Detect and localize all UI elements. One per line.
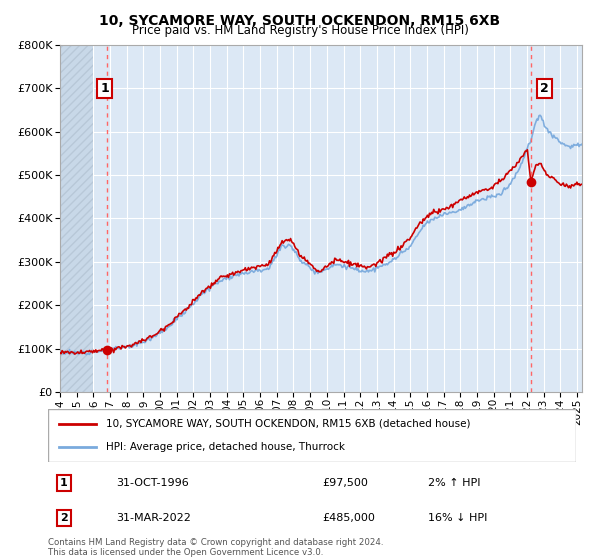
Text: 10, SYCAMORE WAY, SOUTH OCKENDON, RM15 6XB: 10, SYCAMORE WAY, SOUTH OCKENDON, RM15 6… — [100, 14, 500, 28]
Text: 31-MAR-2022: 31-MAR-2022 — [116, 513, 191, 523]
Text: HPI: Average price, detached house, Thurrock: HPI: Average price, detached house, Thur… — [106, 442, 345, 452]
Text: 2: 2 — [60, 513, 68, 523]
FancyBboxPatch shape — [48, 409, 576, 462]
Text: 31-OCT-1996: 31-OCT-1996 — [116, 478, 190, 488]
Text: £485,000: £485,000 — [323, 513, 376, 523]
Text: Price paid vs. HM Land Registry's House Price Index (HPI): Price paid vs. HM Land Registry's House … — [131, 24, 469, 36]
Text: 1: 1 — [100, 82, 109, 95]
Text: 2% ↑ HPI: 2% ↑ HPI — [428, 478, 481, 488]
Text: 2: 2 — [540, 82, 549, 95]
Bar — [60, 45, 94, 392]
Text: 16% ↓ HPI: 16% ↓ HPI — [428, 513, 488, 523]
Text: Contains HM Land Registry data © Crown copyright and database right 2024.
This d: Contains HM Land Registry data © Crown c… — [48, 538, 383, 557]
Text: 10, SYCAMORE WAY, SOUTH OCKENDON, RM15 6XB (detached house): 10, SYCAMORE WAY, SOUTH OCKENDON, RM15 6… — [106, 419, 470, 429]
Text: £97,500: £97,500 — [323, 478, 368, 488]
Text: 1: 1 — [60, 478, 68, 488]
